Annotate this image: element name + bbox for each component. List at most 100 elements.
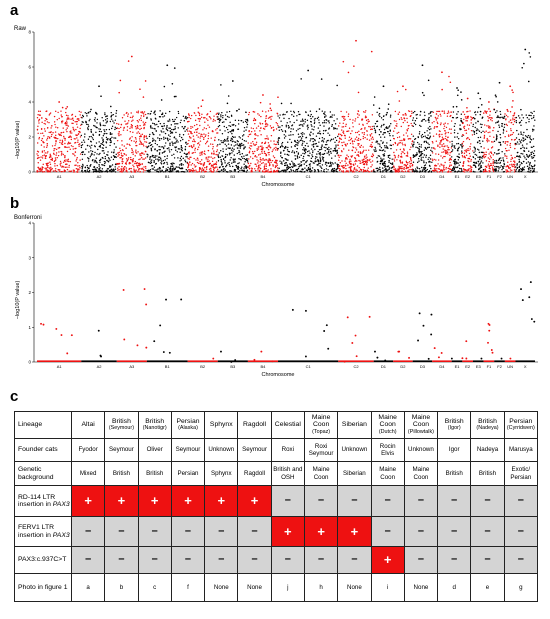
table-row: Genetic background Mixed British British Per… xyxy=(14,461,539,486)
table-cell: None xyxy=(337,573,372,602)
negative-cell: – xyxy=(270,546,305,574)
b-chrom-label: A2 xyxy=(97,364,103,369)
a-peak-D1 xyxy=(382,85,385,88)
a-peak-B4 xyxy=(262,94,264,96)
table-cell: Seymour xyxy=(237,438,272,462)
b-chromosome-X xyxy=(515,281,536,362)
table-cell: None xyxy=(204,573,239,602)
a-chrom-label: B1 xyxy=(165,174,171,179)
row-label: Lineage xyxy=(14,411,72,439)
panel-b-letter: b xyxy=(10,195,20,212)
b-chrom-label: C2 xyxy=(353,364,359,369)
b-chrom-label: B2 xyxy=(200,364,206,369)
table-cell: None xyxy=(403,573,439,602)
b-chromosome-B1 xyxy=(146,298,188,362)
panel-a-points xyxy=(36,39,536,173)
b-chromosome-F2 xyxy=(494,357,505,362)
panel-b-axes: 0 1 2 3 4 A1 A2 A3 B1 B2 B3 B4 C1 C2 D1 D2 D3 D4 E1 E2 E3 F1 F… xyxy=(28,221,538,369)
b-y-tick-label: 1 xyxy=(28,325,31,330)
negative-cell: – xyxy=(170,546,206,574)
a-peak-F2 xyxy=(498,81,501,84)
negative-cell: – xyxy=(237,546,272,574)
table-cell: Roxi xyxy=(270,438,305,462)
table-cell: British xyxy=(470,461,505,486)
panel-b-xlabel: Chromosome xyxy=(261,372,294,378)
table-cell: Nadeya xyxy=(470,438,505,462)
table-cell: Igor xyxy=(437,438,472,462)
a-y-tick-label: 4 xyxy=(28,100,31,105)
table-cell: f xyxy=(170,573,206,602)
b-chromosome-B2 xyxy=(187,357,218,362)
b-chromosome-C2 xyxy=(338,315,374,363)
b-chromosome-F1 xyxy=(483,322,495,362)
negative-cell: – xyxy=(70,546,106,574)
row-label: Photo in figure 1 xyxy=(14,573,72,602)
negative-cell: – xyxy=(70,516,106,547)
negative-cell: – xyxy=(204,516,239,547)
a-chrom-label: UN xyxy=(507,174,513,179)
table-cell: Siberian xyxy=(337,461,372,486)
b-chrom-label: X xyxy=(524,364,527,369)
negative-cell: – xyxy=(503,546,539,574)
negative-cell: – xyxy=(503,485,539,517)
panel-a-label: Raw xyxy=(14,26,27,32)
b-chrom-label: D4 xyxy=(439,364,445,369)
a-peak-D4 xyxy=(441,71,443,74)
positive-cell: + xyxy=(70,485,106,517)
b-y-tick-label: 3 xyxy=(28,255,31,260)
table-cell: Exotic/ Persian xyxy=(503,461,539,486)
negative-cell: – xyxy=(104,546,139,574)
row-label: PAX3:c.937C>T xyxy=(14,546,72,574)
negative-cell: – xyxy=(437,485,472,517)
negative-cell: – xyxy=(503,516,539,547)
b-chromosome-B3 xyxy=(217,350,248,363)
a-chromosome-B4 xyxy=(247,94,279,173)
a-chrom-label: D4 xyxy=(439,174,445,179)
lineage-table: Lineage Altai British (Seymour) British (Nano… xyxy=(14,411,539,602)
table-cell: Sphynx xyxy=(204,461,239,486)
negative-cell: – xyxy=(137,516,172,547)
negative-cell: – xyxy=(403,485,439,517)
negative-cell: – xyxy=(370,485,405,517)
b-chromosome-D1 xyxy=(373,350,394,362)
a-chrom-label: B3 xyxy=(230,174,236,179)
a-y-tick-label: 6 xyxy=(28,65,31,70)
b-chromosome-D2 xyxy=(393,350,413,362)
column-header: British (Nadeya) xyxy=(470,411,505,439)
manhattan-plot-raw: Raw −log10(P value) Chromosome 0 2 4 6 8 A1 A2… xyxy=(14,26,538,188)
negative-cell: – xyxy=(470,546,505,574)
a-chromosome-C1 xyxy=(277,69,339,173)
b-chrom-label: UN xyxy=(507,364,513,369)
a-chrom-label: F2 xyxy=(497,174,502,179)
table-cell: Mixed xyxy=(70,461,106,486)
a-chromosome-D2 xyxy=(392,85,414,173)
a-chrom-label: D1 xyxy=(381,174,387,179)
table-cell: None xyxy=(237,573,272,602)
b-chromosome-E2 xyxy=(461,340,473,362)
a-y-tick-label: 8 xyxy=(28,30,31,35)
b-chromosome-UN xyxy=(504,357,516,362)
table-cell: British xyxy=(104,461,139,486)
negative-cell: – xyxy=(403,516,439,547)
column-header: Altai xyxy=(70,411,106,439)
a-peak-D3 xyxy=(421,64,424,67)
b-chrom-label: B4 xyxy=(261,364,267,369)
table-cell: d xyxy=(437,573,472,602)
a-chromosome-B2 xyxy=(186,99,219,173)
a-chrom-label: D2 xyxy=(400,174,406,179)
a-chrom-label: X xyxy=(524,174,527,179)
negative-cell: – xyxy=(470,516,505,547)
panel-a-xlabel: Chromosome xyxy=(261,182,294,188)
a-chrom-label: B4 xyxy=(261,174,267,179)
column-header: Persian (Cyrridwen) xyxy=(503,411,539,439)
table-cell: Unknown xyxy=(204,438,239,462)
positive-cell: + xyxy=(270,516,305,547)
column-header: Siberian xyxy=(337,411,372,439)
positive-cell: + xyxy=(137,485,172,517)
a-chromosome-A1 xyxy=(36,101,82,173)
negative-cell: – xyxy=(437,516,472,547)
b-chromosome-E3 xyxy=(472,357,484,362)
table-cell: Seymour xyxy=(104,438,139,462)
b-chrom-label: F2 xyxy=(497,364,502,369)
b-chromosome-C1 xyxy=(278,308,339,362)
